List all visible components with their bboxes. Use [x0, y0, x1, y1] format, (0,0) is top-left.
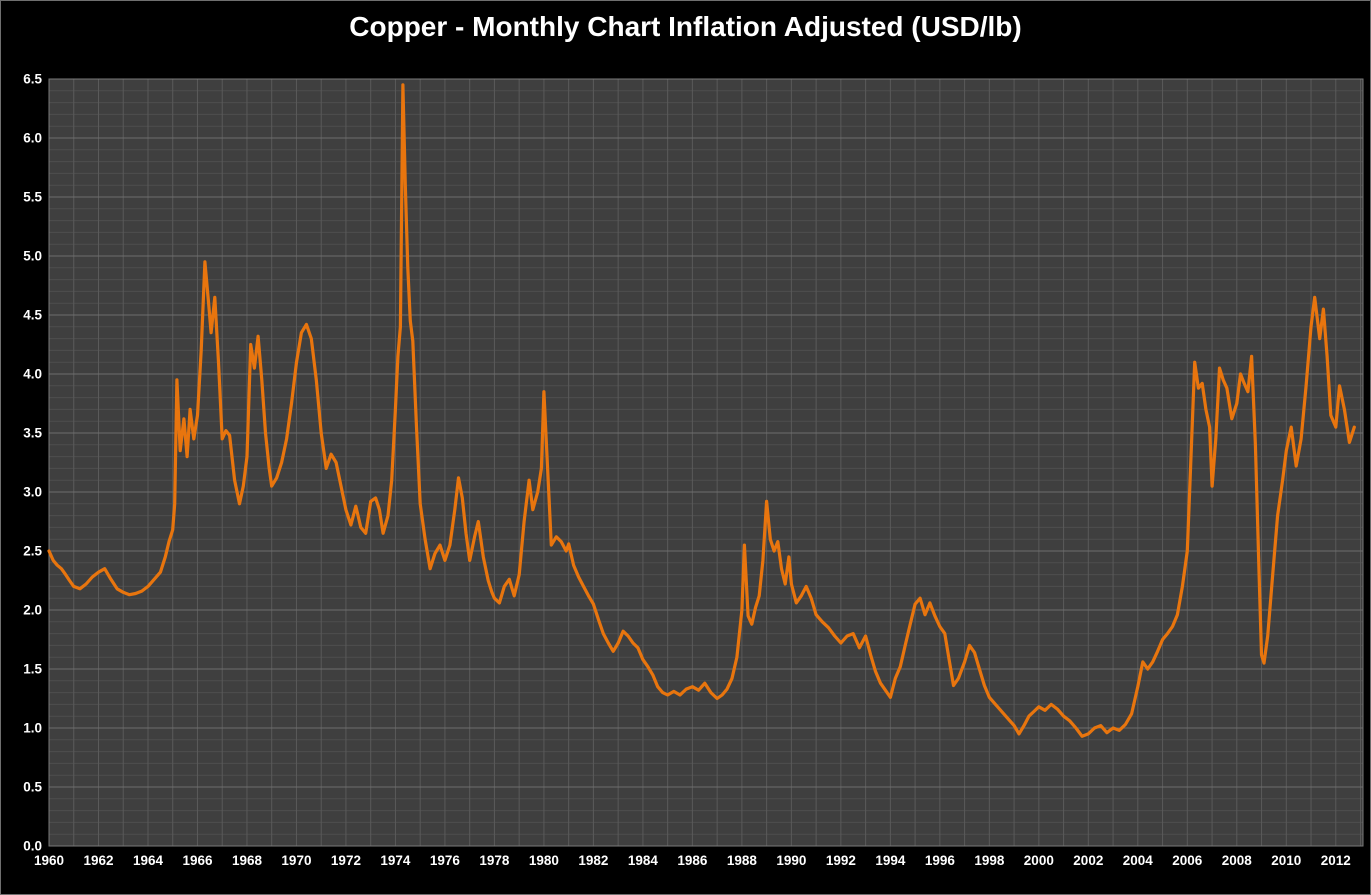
svg-text:3.5: 3.5	[23, 426, 42, 441]
svg-text:1976: 1976	[430, 853, 461, 868]
plot-border	[48, 78, 1364, 847]
svg-text:1970: 1970	[281, 853, 311, 868]
svg-text:4.0: 4.0	[23, 367, 42, 382]
svg-text:1964: 1964	[133, 853, 164, 868]
svg-text:1980: 1980	[529, 853, 559, 868]
svg-text:1972: 1972	[331, 853, 361, 868]
svg-text:2.5: 2.5	[23, 544, 42, 559]
svg-text:0.0: 0.0	[23, 839, 42, 854]
svg-text:1994: 1994	[875, 853, 906, 868]
chart-title: Copper - Monthly Chart Inflation Adjuste…	[349, 11, 1022, 42]
svg-text:1996: 1996	[925, 853, 956, 868]
svg-text:2012: 2012	[1321, 853, 1351, 868]
svg-text:1988: 1988	[727, 853, 758, 868]
svg-text:1962: 1962	[83, 853, 113, 868]
svg-text:1992: 1992	[826, 853, 856, 868]
svg-text:5.0: 5.0	[23, 249, 42, 264]
svg-text:1966: 1966	[182, 853, 213, 868]
svg-text:2006: 2006	[1172, 853, 1203, 868]
svg-text:1978: 1978	[479, 853, 510, 868]
svg-text:0.5: 0.5	[23, 780, 42, 795]
svg-text:3.0: 3.0	[23, 485, 42, 500]
svg-text:1982: 1982	[578, 853, 608, 868]
svg-text:4.5: 4.5	[23, 308, 42, 323]
svg-text:2002: 2002	[1073, 853, 1103, 868]
svg-text:5.5: 5.5	[23, 190, 42, 205]
svg-text:6.5: 6.5	[23, 72, 42, 87]
svg-text:2010: 2010	[1271, 853, 1301, 868]
svg-text:1984: 1984	[628, 853, 659, 868]
svg-text:2.0: 2.0	[23, 603, 42, 618]
svg-text:1960: 1960	[34, 853, 64, 868]
y-axis-labels: 0.0 0.5 1.0 1.5 2.0 2.5 3.0 3.5 4.0 4.5 5.0 5.5 6.0 6…	[23, 72, 42, 854]
svg-text:1998: 1998	[974, 853, 1005, 868]
svg-text:2004: 2004	[1123, 853, 1154, 868]
svg-text:2000: 2000	[1024, 853, 1054, 868]
y-grid-minor	[49, 90, 1363, 835]
svg-text:1990: 1990	[776, 853, 806, 868]
price-line	[47, 83, 1356, 738]
svg-text:1986: 1986	[677, 853, 708, 868]
x-grid	[48, 79, 1362, 846]
svg-text:1.5: 1.5	[23, 662, 42, 677]
svg-text:1974: 1974	[380, 853, 411, 868]
svg-text:6.0: 6.0	[23, 131, 42, 146]
svg-text:1968: 1968	[232, 853, 263, 868]
svg-text:2008: 2008	[1222, 853, 1253, 868]
svg-text:1.0: 1.0	[23, 721, 42, 736]
x-axis-labels: 1960 1962 1964 1966 1968 1970 1972 1974 1976 1978…	[34, 853, 1351, 868]
